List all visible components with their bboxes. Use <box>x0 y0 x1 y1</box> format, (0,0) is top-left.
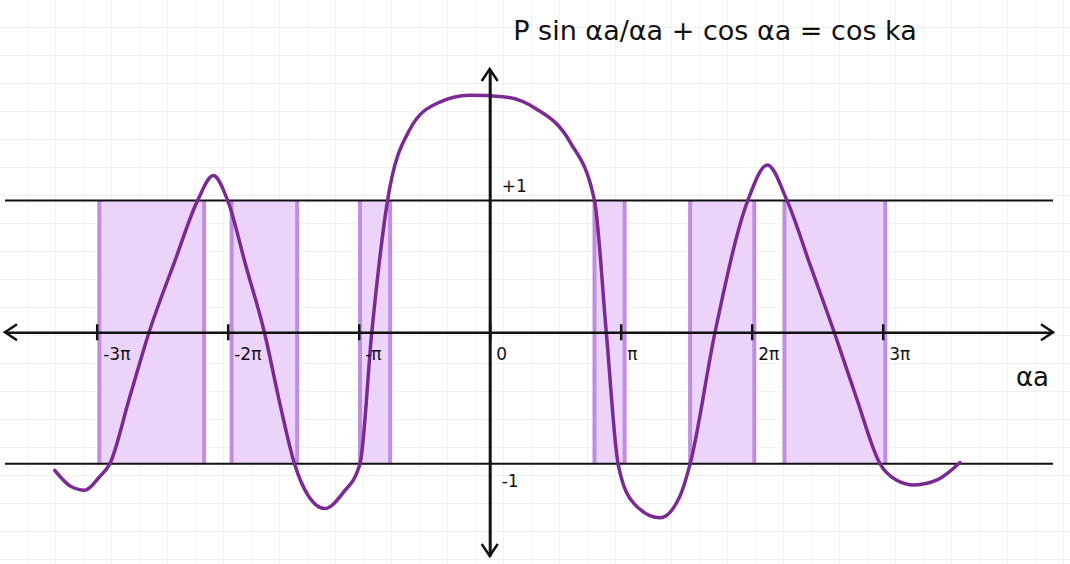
arrow-right <box>1041 324 1053 340</box>
y-axis: -1 +1 <box>490 70 527 557</box>
x-tick-mark <box>227 324 230 340</box>
x-tick-mark <box>96 324 99 340</box>
x-tick-label: -2π <box>234 344 261 364</box>
x-tick-label: -3π <box>103 344 130 364</box>
chart: -3π -2π -π 0 π 2π 3π -1 +1 P sin αa/αa + cos αa =… <box>0 0 1070 564</box>
paper-background <box>0 0 1070 564</box>
x-tick: 2π <box>752 324 779 364</box>
x-tick-label: 3π <box>889 344 910 364</box>
x-tick: 0 <box>490 324 507 364</box>
x-tick-label: 0 <box>496 344 507 364</box>
axis-arrows <box>5 69 1053 556</box>
x-tick: π <box>621 324 637 364</box>
x-tick: 3π <box>883 324 910 364</box>
grid-line <box>5 463 1053 465</box>
title: P sin αa/αa + cos αa = cos ka <box>513 15 917 46</box>
x-tick-mark <box>882 324 885 340</box>
x-tick-label: 2π <box>758 344 779 364</box>
x-tick-label: -π <box>365 344 381 364</box>
x-axis: -3π -2π -π 0 π 2π 3π <box>6 324 1054 364</box>
y-tick: +1 <box>490 176 527 201</box>
y-tick: -1 <box>490 464 519 491</box>
curve <box>55 95 960 518</box>
x-axis-title: αa <box>1016 362 1049 392</box>
y-axis-line <box>489 70 492 557</box>
x-tick-mark <box>620 324 623 340</box>
x-tick: -π <box>359 324 381 364</box>
x-tick: -3π <box>97 324 130 364</box>
x-tick-label: π <box>627 344 637 364</box>
arrow-left <box>5 324 17 340</box>
arrow-up <box>482 69 498 81</box>
x-tick: -2π <box>228 324 261 364</box>
grid-line <box>5 200 1053 202</box>
plot-area <box>5 95 1053 518</box>
x-axis-line <box>6 331 1054 334</box>
y-tick-label: +1 <box>502 176 527 196</box>
x-tick-mark <box>358 324 361 340</box>
arrow-down <box>482 544 498 556</box>
x-tick-mark <box>751 324 754 340</box>
y-tick-label: -1 <box>502 471 519 491</box>
